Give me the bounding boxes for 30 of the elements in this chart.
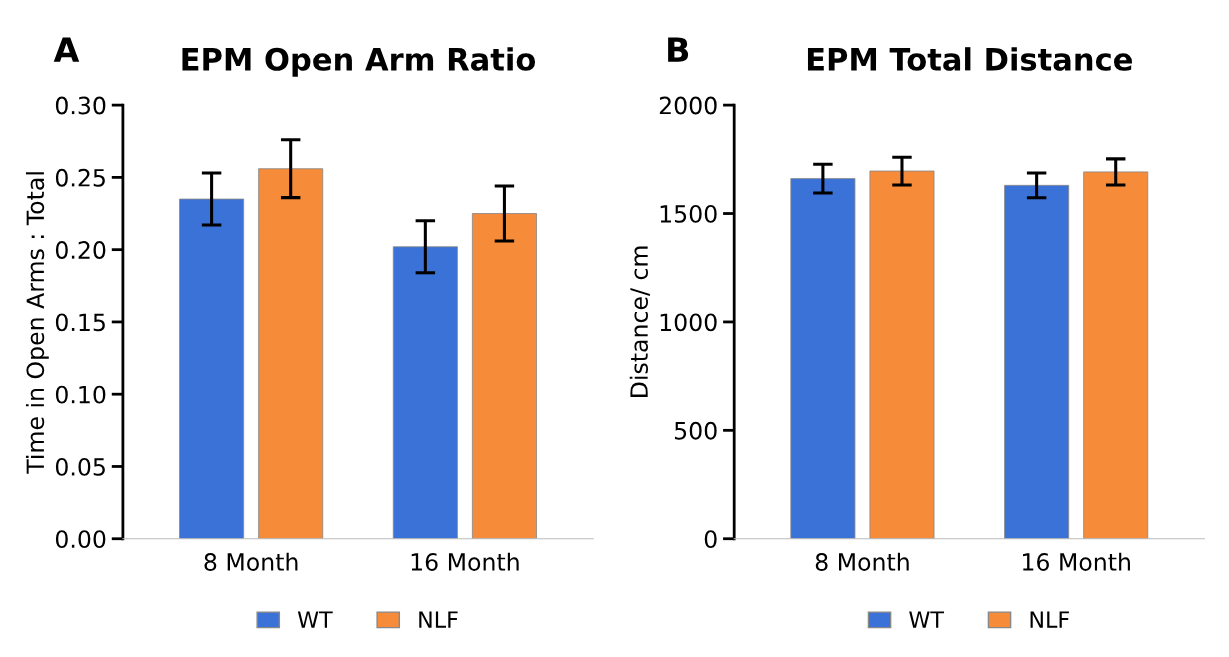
bar bbox=[179, 198, 245, 539]
y-axis-title: Distance/ cm bbox=[629, 246, 650, 397]
y-tick-label: 0.00 bbox=[55, 530, 106, 549]
chart-title: EPM Total Distance bbox=[807, 47, 1132, 71]
chart-title: EPM Open Arm Ratio bbox=[182, 47, 536, 77]
y-axis-title: Time in Open Arms : Total bbox=[25, 172, 49, 474]
bar bbox=[258, 168, 324, 539]
legend-label: WT bbox=[297, 611, 333, 628]
y-tick-label: 0.15 bbox=[55, 313, 105, 332]
y-tick-label: 0.25 bbox=[55, 168, 105, 187]
y-tick-label: 1000 bbox=[660, 313, 717, 332]
y-tick-label: 0.10 bbox=[55, 385, 106, 404]
bar bbox=[471, 213, 537, 539]
x-tick-label: 16 Month bbox=[411, 552, 519, 571]
x-tick-label: 16 Month bbox=[1022, 552, 1130, 571]
y-tick-label: 0.30 bbox=[55, 96, 106, 115]
text: B bbox=[668, 37, 689, 62]
y-tick-label: 0 bbox=[704, 530, 717, 549]
text: A bbox=[53, 37, 80, 62]
y-tick-label: 1500 bbox=[660, 204, 717, 223]
x-tick-label: 8 Month bbox=[204, 552, 298, 571]
y-tick-label: 0.05 bbox=[55, 457, 105, 476]
legend-label: NLF bbox=[419, 611, 458, 628]
legend-label: NLF bbox=[1030, 611, 1069, 628]
y-tick-label: 0.20 bbox=[55, 241, 106, 259]
x-tick-label: 8 Month bbox=[815, 552, 909, 571]
legend-label: WT bbox=[909, 611, 945, 628]
y-tick-label: 500 bbox=[674, 421, 717, 440]
y-tick-label: 2000 bbox=[659, 96, 717, 115]
bar bbox=[392, 246, 458, 539]
